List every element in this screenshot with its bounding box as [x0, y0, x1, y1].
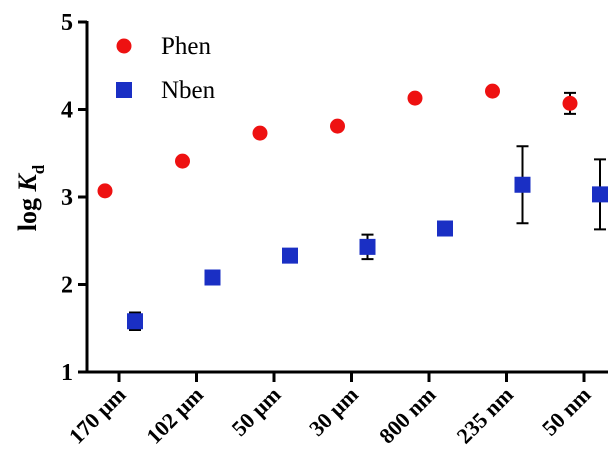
- plot-marks: [97, 83, 608, 331]
- data-point-nben: [514, 176, 531, 193]
- x-tick-label: 800 nm: [374, 382, 441, 449]
- data-point-phen: [485, 83, 500, 99]
- data-point-phen: [97, 183, 113, 199]
- y-tick-label: 5: [61, 10, 73, 36]
- x-tick-label: 30 µm: [304, 382, 363, 441]
- y-tick-label: 1: [61, 360, 73, 386]
- data-point-phen: [252, 125, 268, 141]
- data-point-phen: [407, 90, 423, 106]
- y-axis-label-italic: K: [13, 173, 42, 193]
- data-point-nben: [282, 247, 298, 264]
- legend: Phen Nben: [116, 33, 216, 104]
- y-tick-label: 4: [61, 98, 73, 124]
- y-axis-label-sub: d: [29, 164, 48, 174]
- data-point-nben: [437, 220, 453, 237]
- legend-label-phen: Phen: [161, 33, 212, 60]
- y-axis-label: log Kd: [13, 164, 48, 231]
- y-axis-label-main: log: [13, 192, 42, 232]
- y-tick-label: 3: [61, 185, 73, 211]
- y-tick-label: 2: [61, 273, 73, 299]
- x-tick-label: 50 µm: [226, 382, 285, 441]
- x-tick-label: 170 µm: [64, 382, 131, 449]
- data-point-phen: [175, 153, 190, 169]
- x-tick-label: 102 µm: [141, 382, 208, 449]
- data-point-phen: [562, 95, 578, 111]
- legend-marker-phen: [116, 38, 132, 54]
- x-tick-label: 235 nm: [452, 382, 519, 449]
- legend-label-nben: Nben: [161, 77, 216, 104]
- data-point-nben: [592, 186, 608, 203]
- legend-marker-nben: [116, 82, 132, 98]
- axes: 1 2 3 4 5 170 µm 102 µm 50 µm 30 µm 800 nm 235 nm 5…: [61, 10, 608, 449]
- data-point-phen: [330, 118, 345, 134]
- x-tick-label: 50 nm: [537, 382, 596, 441]
- data-point-nben: [127, 313, 143, 330]
- data-point-nben: [359, 238, 376, 255]
- data-point-nben: [204, 269, 221, 286]
